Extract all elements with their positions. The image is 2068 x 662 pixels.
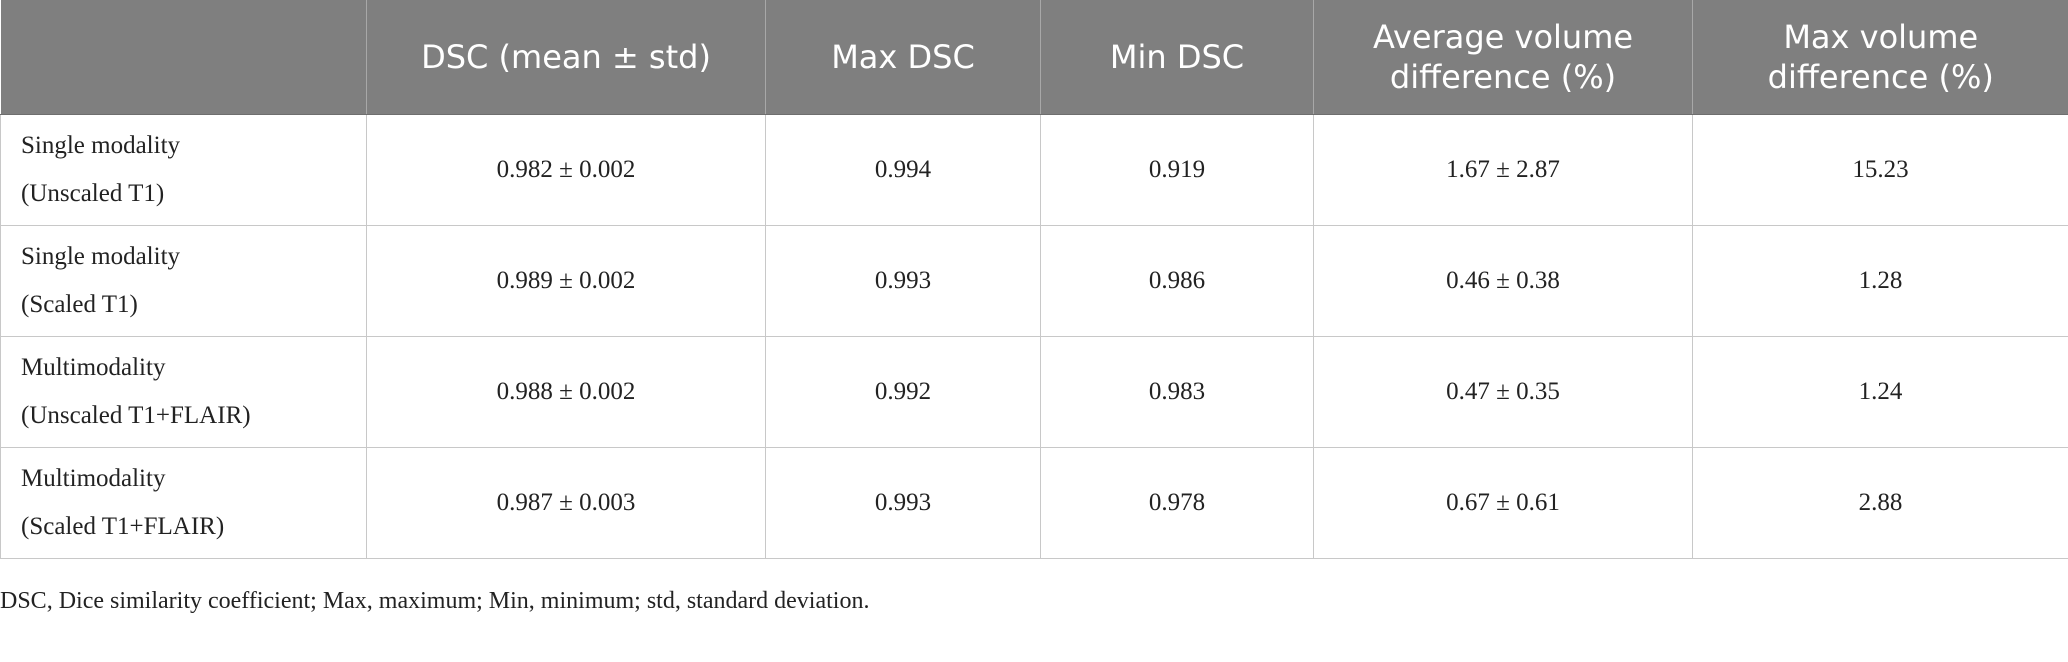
table-footnote: DSC, Dice similarity coefficient; Max, m… <box>0 588 870 614</box>
table-row: Multimodality (Scaled T1+FLAIR) 0.987 ± … <box>0 447 2068 559</box>
row-label-line1: Multimodality <box>21 465 166 492</box>
min-dsc-cell: 0.986 <box>1040 225 1314 337</box>
row-label-line1: Single modality <box>21 243 181 270</box>
max-vol-diff-cell: 1.28 <box>1692 225 2068 337</box>
header-min-dsc: Min DSC <box>1040 0 1314 115</box>
dsc-cell: 0.989 ± 0.002 <box>366 225 766 337</box>
row-label-line2: (Scaled T1+FLAIR) <box>21 513 225 540</box>
max-dsc-cell: 0.993 <box>765 225 1041 337</box>
avg-vol-diff-cell: 0.47 ± 0.35 <box>1313 336 1693 448</box>
header-max-volume-difference: Max volume difference (%) <box>1692 0 2068 115</box>
header-row-label <box>0 0 367 115</box>
table-row: Multimodality (Unscaled T1+FLAIR) 0.988 … <box>0 336 2068 448</box>
row-label-line2: (Scaled T1) <box>21 291 138 318</box>
avg-vol-diff-cell: 0.46 ± 0.38 <box>1313 225 1693 337</box>
row-label-line1: Single modality <box>21 132 181 159</box>
max-dsc-cell: 0.994 <box>765 114 1041 226</box>
max-vol-diff-cell: 15.23 <box>1692 114 2068 226</box>
max-vol-diff-cell: 2.88 <box>1692 447 2068 559</box>
row-label-cell: Multimodality (Scaled T1+FLAIR) <box>0 447 367 559</box>
table-body: Single modality (Unscaled T1) 0.982 ± 0.… <box>0 114 2068 559</box>
row-label-cell: Single modality (Unscaled T1) <box>0 114 367 226</box>
results-table: DSC (mean ± std) Max DSC Min DSC Average… <box>0 0 2068 559</box>
min-dsc-cell: 0.978 <box>1040 447 1314 559</box>
row-label-line2: (Unscaled T1+FLAIR) <box>21 402 251 429</box>
row-label-cell: Single modality (Scaled T1) <box>0 225 367 337</box>
header-average-volume-difference: Average volume difference (%) <box>1313 0 1693 115</box>
dsc-cell: 0.987 ± 0.003 <box>366 447 766 559</box>
max-dsc-cell: 0.993 <box>765 447 1041 559</box>
row-label-line2: (Unscaled T1) <box>21 180 165 207</box>
min-dsc-cell: 0.983 <box>1040 336 1314 448</box>
row-label-cell: Multimodality (Unscaled T1+FLAIR) <box>0 336 367 448</box>
header-dsc-mean-std: DSC (mean ± std) <box>366 0 766 115</box>
avg-vol-diff-cell: 1.67 ± 2.87 <box>1313 114 1693 226</box>
row-label-line1: Multimodality <box>21 354 166 381</box>
dsc-cell: 0.988 ± 0.002 <box>366 336 766 448</box>
dsc-cell: 0.982 ± 0.002 <box>366 114 766 226</box>
header-row: DSC (mean ± std) Max DSC Min DSC Average… <box>0 0 2068 115</box>
avg-vol-diff-cell: 0.67 ± 0.61 <box>1313 447 1693 559</box>
table-row: Single modality (Scaled T1) 0.989 ± 0.00… <box>0 225 2068 337</box>
min-dsc-cell: 0.919 <box>1040 114 1314 226</box>
header-max-dsc: Max DSC <box>765 0 1041 115</box>
max-vol-diff-cell: 1.24 <box>1692 336 2068 448</box>
table-row: Single modality (Unscaled T1) 0.982 ± 0.… <box>0 114 2068 226</box>
max-dsc-cell: 0.992 <box>765 336 1041 448</box>
table-header: DSC (mean ± std) Max DSC Min DSC Average… <box>0 0 2068 115</box>
